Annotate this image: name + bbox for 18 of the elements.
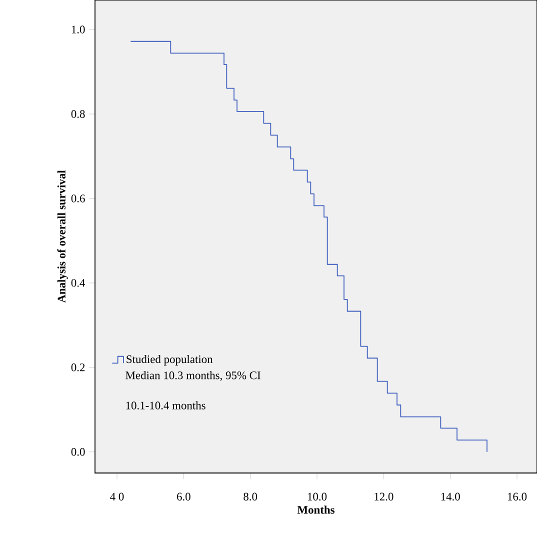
x-tick-label: 4 0	[110, 492, 124, 500]
y-tick-label: 0.8	[71, 110, 85, 118]
x-tick-label: 10.0	[308, 492, 327, 501]
y-tick-label: 0.2	[71, 364, 85, 372]
y-tick-label: 0.6	[71, 194, 85, 202]
annotation: Median 10.3 months, 95% CI	[126, 371, 260, 381]
x-tick-label: 6.0	[176, 492, 190, 501]
annotation: 10.1-10.4 months	[126, 401, 206, 410]
y-tick-label: 0.4	[71, 279, 86, 287]
x-tick-label: 8.0	[244, 492, 258, 501]
x-tick-label: 12.0	[374, 492, 394, 501]
legend-label: Studied population	[126, 355, 213, 366]
x-tick-label: 16.0	[508, 492, 527, 501]
x-tick-label: 14.0	[441, 492, 460, 501]
y-tick-label: 1.0	[72, 26, 85, 34]
y-axis-title: Analysis of overall survival	[57, 170, 68, 303]
y-tick-label: 0.0	[71, 448, 85, 456]
x-axis-title: Months	[297, 506, 334, 514]
